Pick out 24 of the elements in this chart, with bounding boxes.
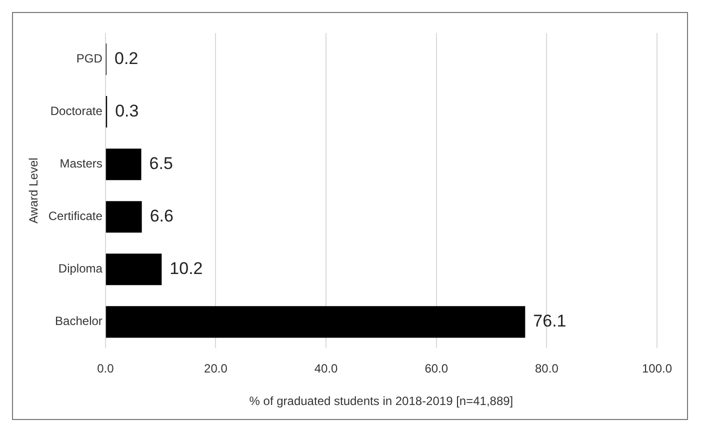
y-tick-label: Masters [60, 156, 102, 171]
bar [106, 254, 162, 286]
x-tick-label: 80.0 [535, 362, 559, 376]
y-tick-label: Bachelor [55, 314, 102, 328]
x-tick-label: 20.0 [204, 362, 228, 376]
x-tick-label: 60.0 [424, 362, 448, 376]
y-axis-title: Award Level [26, 158, 41, 224]
data-label: 6.6 [150, 206, 174, 226]
bar [106, 201, 142, 233]
data-label: 6.5 [149, 154, 173, 174]
y-tick-label: Doctorate [50, 104, 103, 118]
y-tick-label: PGD [76, 52, 103, 66]
x-tick-label: 40.0 [314, 362, 338, 376]
x-tick-label: 0.0 [97, 362, 114, 376]
x-axis-title: % of graduated students in 2018-2019 [n=41,889] [249, 394, 514, 408]
data-label: 0.2 [114, 48, 138, 68]
y-tick-label: Diploma [58, 262, 103, 276]
x-tick-label: 100.0 [642, 362, 672, 376]
data-label: 76.1 [533, 312, 566, 331]
data-label: 10.2 [170, 259, 203, 278]
bar [106, 306, 526, 338]
y-tick-label: Certificate [48, 209, 103, 224]
bar [106, 148, 142, 180]
data-label: 0.3 [115, 101, 139, 120]
